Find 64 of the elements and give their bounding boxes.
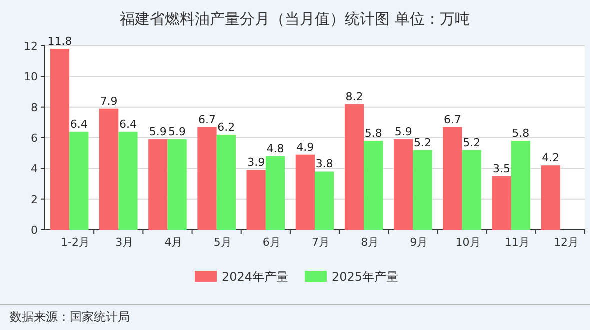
y-tick-label: 6	[31, 132, 38, 145]
bar	[344, 104, 364, 230]
x-tick-label: 3月	[116, 236, 134, 249]
bar	[364, 141, 384, 230]
data-label: 4.9	[296, 140, 314, 154]
legend-label: 2025年产量	[332, 270, 399, 284]
data-label: 5.9	[168, 126, 186, 139]
data-label: 5.9	[394, 126, 412, 139]
bar	[148, 140, 168, 230]
bar	[70, 132, 89, 230]
data-label: 5.9	[149, 126, 167, 139]
y-tick-label: 10	[24, 70, 38, 84]
bar	[413, 150, 432, 230]
y-tick-label: 8	[31, 101, 38, 114]
bar	[492, 176, 512, 230]
bar	[50, 49, 70, 230]
bar	[198, 127, 217, 230]
bar	[168, 140, 187, 230]
bar	[296, 154, 315, 230]
data-label: 7.9	[100, 94, 118, 108]
x-tick-label: 5月	[214, 236, 232, 249]
x-tick-label: 6月	[262, 236, 281, 249]
x-tick-label: 7月	[312, 236, 330, 249]
y-tick-label: 12	[24, 40, 38, 53]
data-label: 3.9	[248, 156, 266, 170]
x-tick-label: 1-2月	[61, 236, 90, 249]
x-tick-label: 11月	[504, 236, 530, 249]
data-label: 8.2	[346, 90, 364, 104]
data-label: 5.8	[512, 127, 530, 140]
data-label: 6.7	[444, 113, 462, 126]
data-label: 5.2	[463, 136, 481, 150]
bar	[541, 166, 560, 230]
y-tick-label: 2	[31, 193, 38, 206]
bar	[394, 140, 414, 230]
legend-label: 2024年产量	[222, 270, 289, 284]
bar	[246, 170, 266, 230]
x-tick-label: 9月	[410, 236, 428, 249]
bar	[511, 141, 531, 230]
data-label: 3.5	[493, 162, 511, 176]
bar	[315, 172, 334, 230]
bar	[266, 156, 286, 230]
bar	[99, 108, 119, 230]
data-label: 5.2	[414, 136, 432, 150]
chart-title: 福建省燃料油产量分月（当月值）统计图 单位：万吨	[120, 10, 470, 28]
data-label: 6.2	[218, 120, 236, 134]
bar	[443, 127, 462, 230]
data-label: 4.2	[542, 152, 560, 165]
data-label: 11.8	[48, 35, 72, 48]
x-tick-label: 10月	[456, 236, 481, 249]
data-label: 3.8	[316, 158, 334, 171]
x-tick-label: 8月	[361, 236, 380, 249]
x-tick-label: 4月	[164, 236, 183, 249]
data-label: 6.4	[119, 118, 137, 131]
x-tick-label: 12月	[554, 236, 579, 249]
data-label: 5.8	[364, 127, 382, 140]
data-label: 6.7	[198, 113, 216, 126]
source-note: 数据来源：国家统计局	[10, 310, 130, 324]
data-label: 6.4	[70, 118, 88, 131]
bar	[216, 134, 236, 230]
data-label: 4.8	[266, 142, 284, 156]
bar	[118, 132, 138, 230]
y-tick-label: 0	[31, 224, 38, 237]
bar	[462, 150, 482, 230]
y-tick-label: 4	[31, 162, 38, 176]
